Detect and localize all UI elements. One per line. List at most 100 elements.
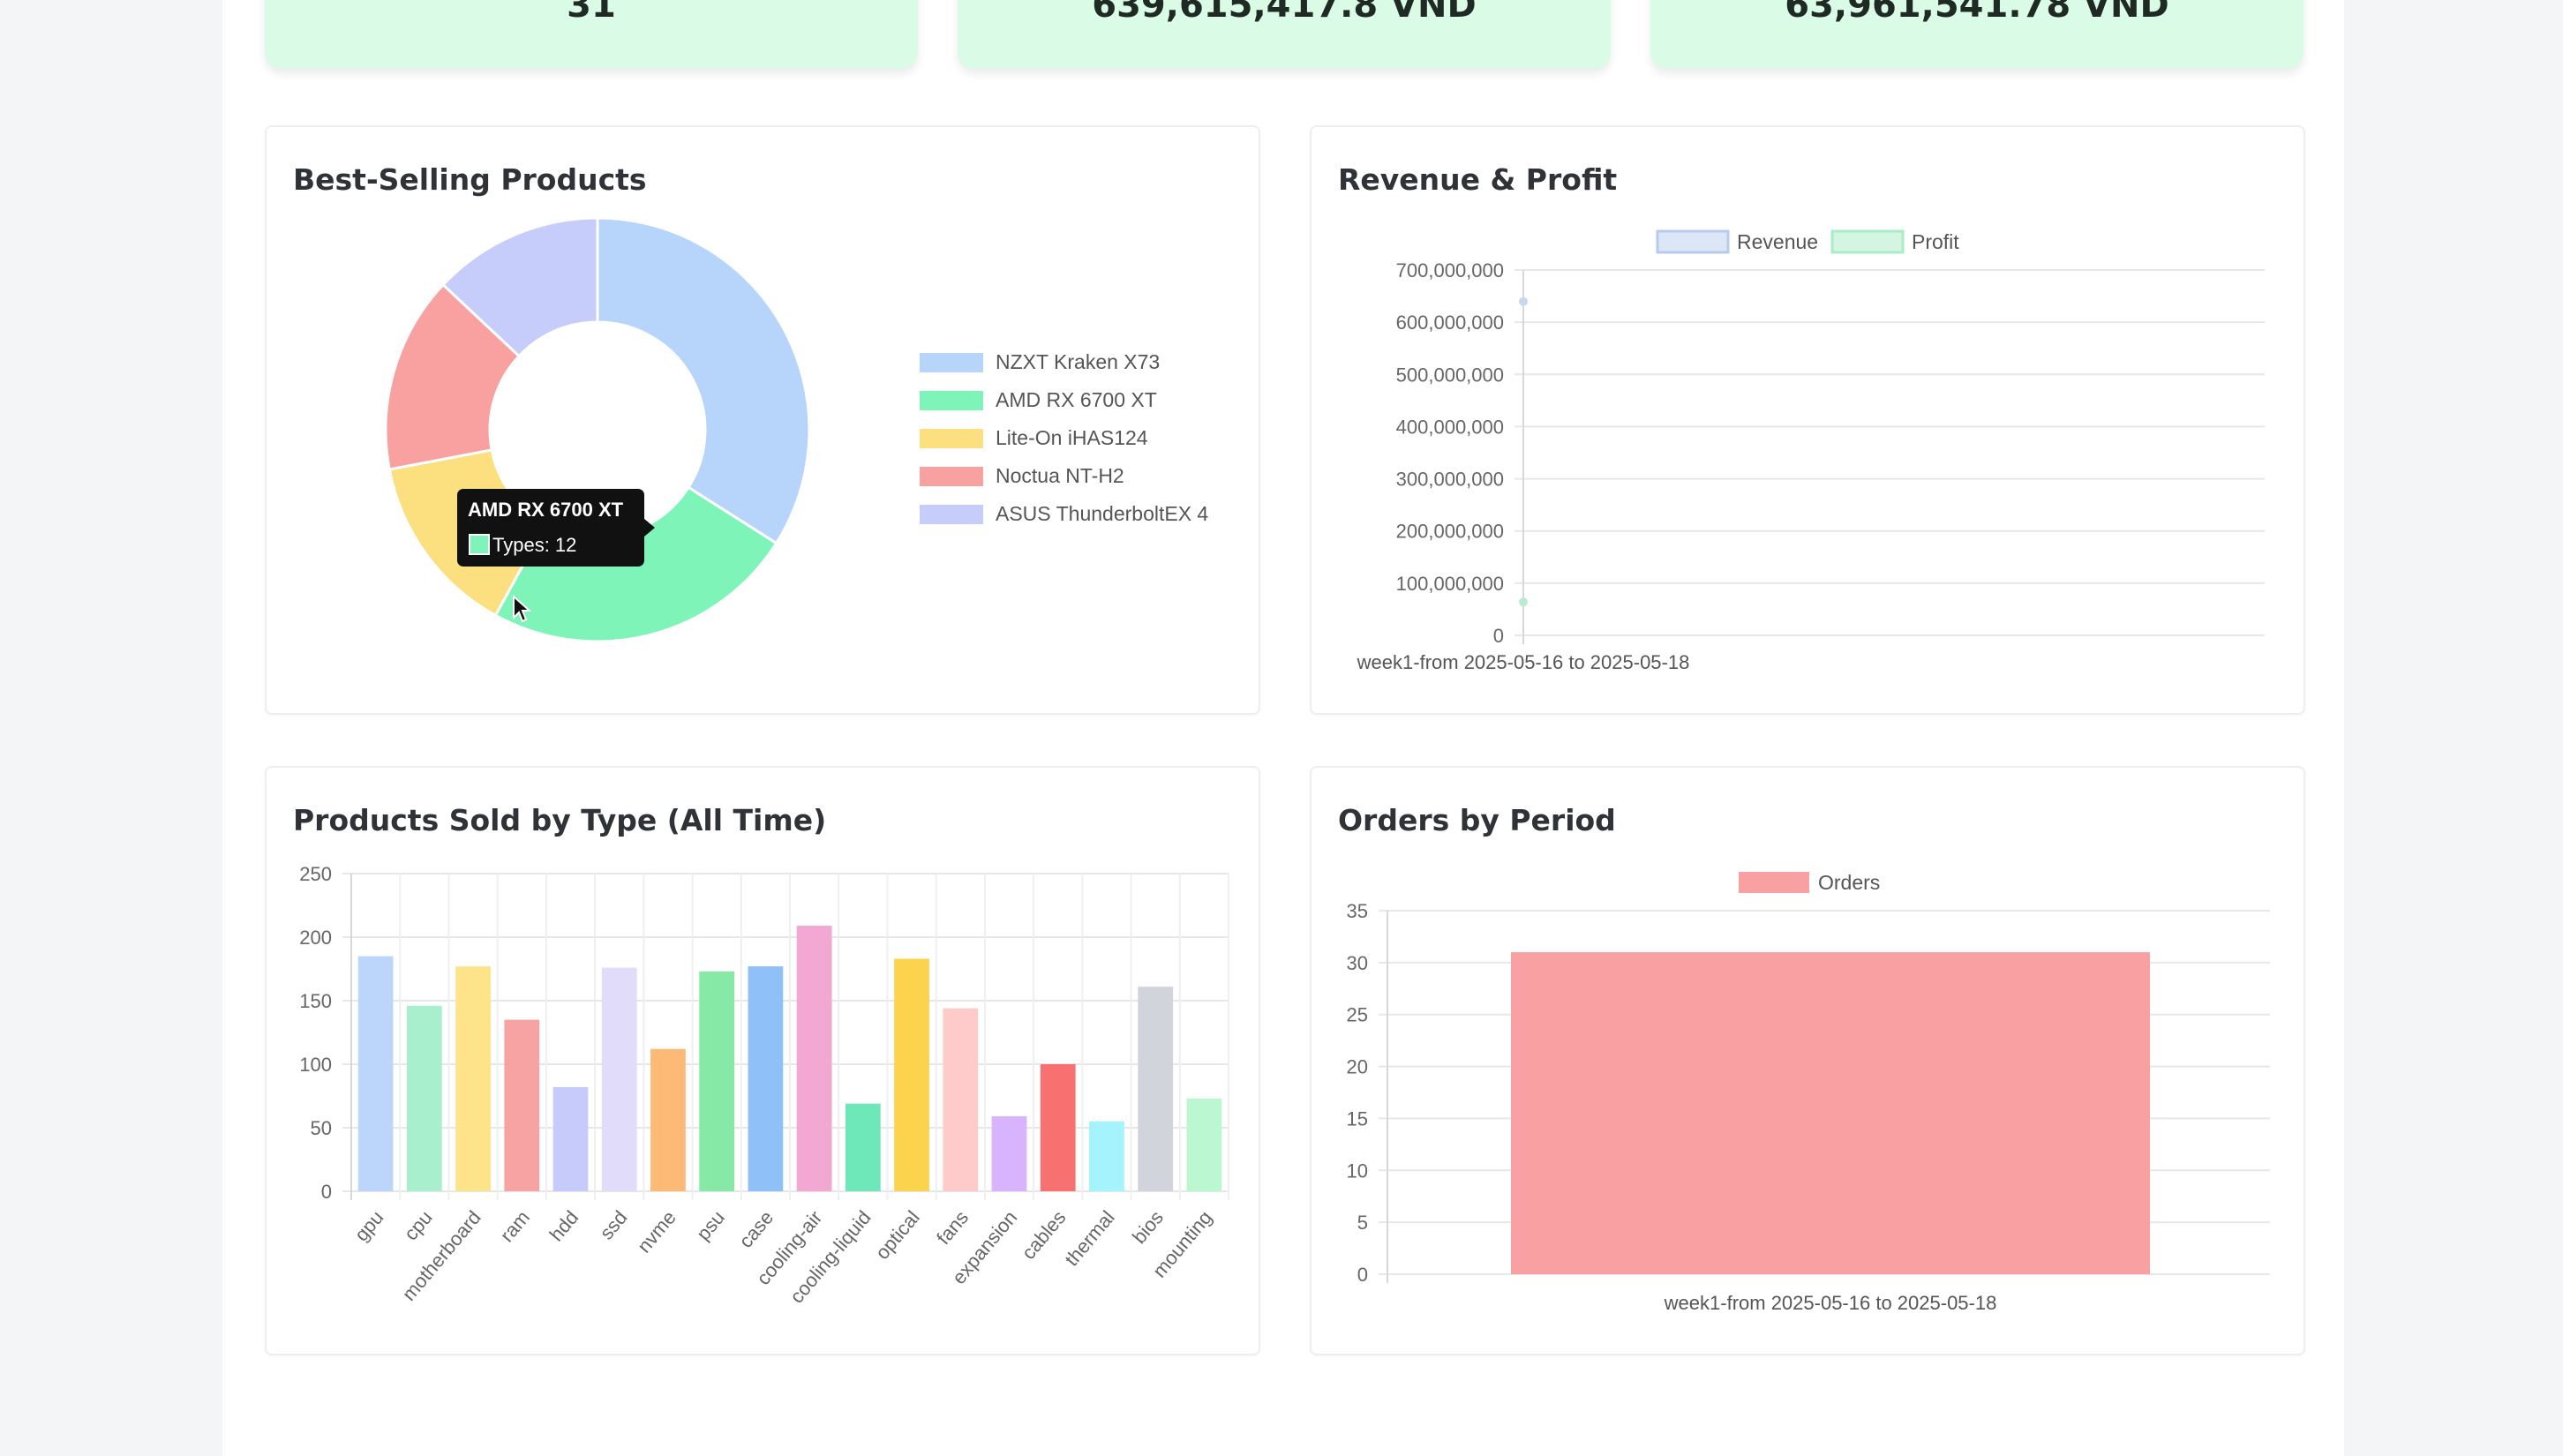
bar[interactable] bbox=[552, 1086, 589, 1191]
y-tick-label: 0 bbox=[321, 1181, 332, 1203]
x-tick-label: hdd bbox=[545, 1206, 583, 1245]
x-tick-label: nvme bbox=[633, 1206, 680, 1257]
dashboard-page: 31 639,615,417.8 VND 63,961,541.78 VND B… bbox=[222, 0, 2344, 1456]
bar[interactable] bbox=[406, 1005, 442, 1191]
bar[interactable] bbox=[894, 958, 929, 1191]
bar[interactable] bbox=[748, 966, 784, 1191]
data-point bbox=[1519, 597, 1528, 607]
y-tick-label: 200,000,000 bbox=[1396, 521, 1504, 543]
bar[interactable] bbox=[650, 1048, 686, 1191]
products-by-type-title: Products Sold by Type (All Time) bbox=[293, 803, 827, 837]
y-tick-label: 10 bbox=[1347, 1160, 1368, 1182]
legend-swatch[interactable] bbox=[920, 467, 983, 486]
legend-swatch[interactable] bbox=[920, 353, 983, 372]
x-tick-label: ssd bbox=[595, 1206, 631, 1243]
products-by-type-panel: Products Sold by Type (All Time) 0 50 100 1… bbox=[265, 766, 1260, 1355]
y-tick-label: 700,000,000 bbox=[1396, 259, 1504, 281]
bar[interactable] bbox=[796, 926, 832, 1191]
tooltip-swatch bbox=[469, 534, 490, 555]
y-tick-label: 0 bbox=[1493, 625, 1504, 647]
tooltip-body: Types: 12 bbox=[492, 534, 576, 556]
pie-slice[interactable] bbox=[596, 216, 811, 545]
x-tick-label: cpu bbox=[400, 1206, 437, 1244]
x-tick-label: week1-from 2025-05-16 to 2025-05-18 bbox=[1357, 651, 1690, 673]
y-tick-label: 20 bbox=[1347, 1056, 1368, 1078]
x-tick-label: gpu bbox=[350, 1206, 388, 1245]
bar[interactable] bbox=[943, 1008, 979, 1191]
x-tick-label: case bbox=[734, 1206, 778, 1252]
bar[interactable] bbox=[1186, 1098, 1222, 1191]
legend-swatch bbox=[1830, 229, 1905, 254]
revenue-profit-chart[interactable]: Revenue Profit 0 100,000,000 200,000,000 300,… bbox=[1312, 127, 2300, 709]
y-tick-label: 300,000,000 bbox=[1396, 469, 1504, 491]
x-tick-label: thermal bbox=[1060, 1206, 1118, 1270]
data-point bbox=[1519, 296, 1528, 306]
revenue-stat-value: 639,615,417.8 VND bbox=[1092, 0, 1477, 26]
y-tick-label: 50 bbox=[311, 1117, 332, 1139]
bar[interactable] bbox=[699, 971, 735, 1191]
bar[interactable] bbox=[991, 1116, 1027, 1191]
revenue-stat-card: 639,615,417.8 VND bbox=[958, 0, 1611, 69]
bar[interactable] bbox=[1040, 1064, 1076, 1191]
y-tick-label: 15 bbox=[1347, 1107, 1368, 1130]
orders-by-period-panel: Orders by Period Orders 0 5 10 15 20 25 30 35 wee… bbox=[1310, 766, 2305, 1355]
y-tick-label: 0 bbox=[1357, 1264, 1368, 1286]
legend-label[interactable]: Profit bbox=[1912, 230, 1959, 253]
y-tick-label: 5 bbox=[1357, 1212, 1368, 1234]
legend-label[interactable]: ASUS ThunderboltEX 4 bbox=[996, 502, 1208, 525]
pie-slice[interactable] bbox=[384, 282, 522, 471]
tooltip-title: AMD RX 6700 XT bbox=[468, 499, 624, 521]
y-tick-label: 30 bbox=[1347, 952, 1368, 974]
legend-label[interactable]: AMD RX 6700 XT bbox=[996, 388, 1157, 411]
orders-by-period-title: Orders by Period bbox=[1338, 803, 1616, 837]
legend-label[interactable]: NZXT Kraken X73 bbox=[996, 350, 1160, 373]
best-selling-chart[interactable]: NZXT Kraken X73 AMD RX 6700 XT Lite-On iHA… bbox=[267, 127, 1255, 709]
x-tick-label: fans bbox=[932, 1206, 973, 1249]
y-tick-label: 100 bbox=[299, 1054, 332, 1076]
profit-stat-value: 63,961,541.78 VND bbox=[1785, 0, 2169, 26]
orders-by-period-chart[interactable]: Orders 0 5 10 15 20 25 30 35 week1-from 2025-05-1… bbox=[1312, 768, 2300, 1350]
x-tick-label: ram bbox=[496, 1206, 535, 1246]
tooltip-caret bbox=[644, 519, 655, 537]
y-tick-label: 400,000,000 bbox=[1396, 416, 1504, 438]
tooltip-box bbox=[457, 489, 644, 567]
bar[interactable] bbox=[504, 1019, 540, 1191]
bar[interactable] bbox=[455, 966, 491, 1191]
y-tick-label: 100,000,000 bbox=[1396, 573, 1504, 595]
legend-swatch[interactable] bbox=[920, 391, 983, 410]
legend-label[interactable]: Revenue bbox=[1737, 230, 1818, 253]
y-tick-label: 200 bbox=[299, 927, 332, 949]
x-tick-label: week1-from 2025-05-16 to 2025-05-18 bbox=[1664, 1292, 1997, 1314]
orders-stat-card: 31 bbox=[265, 0, 918, 69]
bar[interactable] bbox=[1089, 1121, 1124, 1191]
legend-label[interactable]: Orders bbox=[1818, 871, 1880, 894]
bar[interactable] bbox=[1138, 987, 1174, 1191]
legend-label[interactable]: Lite-On iHAS124 bbox=[996, 426, 1148, 449]
y-tick-label: 25 bbox=[1347, 1004, 1368, 1026]
bar[interactable] bbox=[601, 967, 637, 1191]
bar[interactable] bbox=[1511, 952, 2150, 1274]
chart-tooltip: AMD RX 6700 XT Types: 12 bbox=[457, 489, 655, 567]
legend-swatch[interactable] bbox=[920, 505, 983, 524]
best-selling-panel: Best-Selling Products NZXT Kraken X73 AMD… bbox=[265, 125, 1260, 715]
legend-swatch bbox=[1739, 872, 1809, 893]
best-selling-title: Best-Selling Products bbox=[293, 162, 647, 197]
orders-stat-value: 31 bbox=[567, 0, 616, 26]
legend-label[interactable]: Noctua NT-H2 bbox=[996, 464, 1124, 487]
y-tick-label: 35 bbox=[1347, 900, 1368, 922]
revenue-profit-panel: Revenue & Profit Revenue Profit 0 100,000,0… bbox=[1310, 125, 2305, 715]
x-tick-label: psu bbox=[692, 1206, 729, 1244]
bar[interactable] bbox=[357, 956, 394, 1191]
bar[interactable] bbox=[845, 1103, 881, 1191]
legend-swatch bbox=[1656, 229, 1730, 254]
y-tick-label: 250 bbox=[299, 863, 332, 885]
revenue-profit-title: Revenue & Profit bbox=[1338, 162, 1618, 197]
mouse-cursor-icon bbox=[513, 595, 531, 623]
legend-swatch[interactable] bbox=[920, 429, 983, 448]
y-tick-label: 600,000,000 bbox=[1396, 311, 1504, 334]
y-tick-label: 150 bbox=[299, 990, 332, 1012]
x-tick-label: optical bbox=[871, 1206, 924, 1264]
pie-slice[interactable] bbox=[440, 216, 599, 358]
x-tick-label: bios bbox=[1128, 1206, 1168, 1248]
